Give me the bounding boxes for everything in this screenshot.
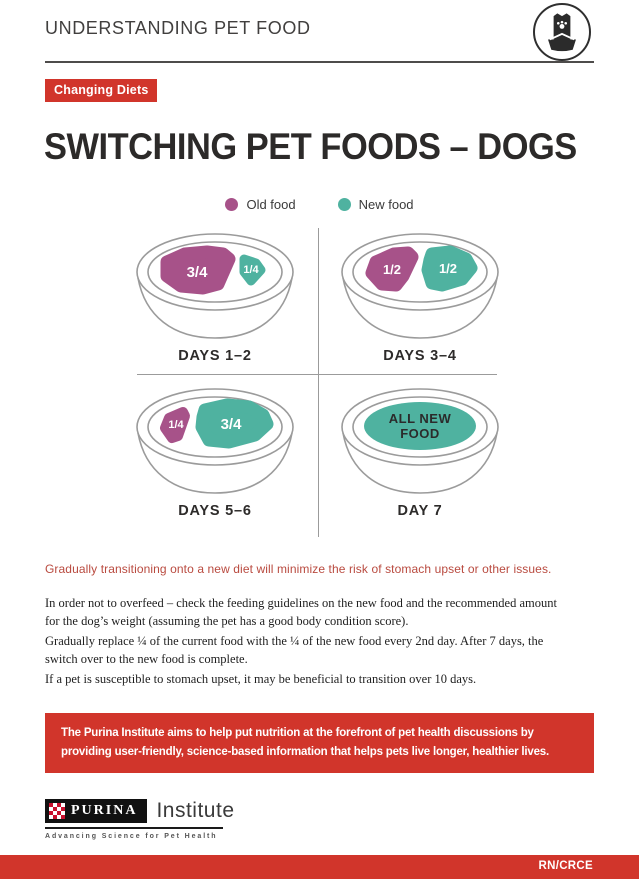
new-food-portion <box>239 254 266 286</box>
new-food-dot-icon <box>337 198 351 211</box>
body-paragraph: Gradually replace ¼ of the current food … <box>45 634 544 667</box>
footer-code: RN/CRCE <box>538 860 593 872</box>
all-new-food-label-line2: FOOD <box>400 426 440 441</box>
bowl-days-3-4: 1/2 1/2 <box>341 233 499 339</box>
old-food-dot-icon <box>225 198 239 211</box>
header-divider <box>45 61 594 63</box>
quadrant-divider-vertical <box>318 228 319 537</box>
pet-food-bag-bowl-icon <box>548 13 576 52</box>
body-paragraph: In order not to overfeed – check the fee… <box>45 596 557 629</box>
page-title: SWITCHING PET FOODS – DOGS <box>44 126 577 167</box>
footer-bar: RN/CRCE <box>0 855 639 879</box>
institute-text: Institute <box>156 799 235 822</box>
bowl-caption-days-1-2: DAYS 1–2 <box>178 348 252 364</box>
body-paragraph: If a pet is susceptible to stomach upset… <box>45 672 477 686</box>
old-food-portion <box>160 245 236 295</box>
legend-item-new-food: New food <box>337 197 414 212</box>
old-fraction-label: 1/4 <box>168 419 184 431</box>
all-new-food-label-line1: ALL NEW <box>389 411 452 426</box>
checkerboard-icon <box>49 803 65 819</box>
purina-wordmark-box: PURINA <box>45 799 148 823</box>
new-fraction-label: 1/2 <box>439 261 457 276</box>
pet-food-icon <box>533 3 591 61</box>
bowl-days-1-2: 3/4 1/4 <box>136 233 294 339</box>
lead-sentence: Gradually transitioning onto a new diet … <box>45 562 552 576</box>
old-food-portion <box>160 407 190 443</box>
old-fraction-label: 1/2 <box>383 262 401 277</box>
legend-item-old-food: Old food <box>225 197 296 212</box>
new-food-portion <box>195 398 274 449</box>
logo-underline <box>45 827 223 829</box>
legend: Old food New food <box>0 197 639 212</box>
page-header-title: UNDERSTANDING PET FOOD <box>45 18 311 38</box>
quadrant-divider-horizontal <box>137 374 497 375</box>
mission-callout: The Purina Institute aims to help put nu… <box>45 713 594 773</box>
bowl-days-5-6: 1/4 3/4 <box>136 388 294 494</box>
bowl-caption-days-5-6: DAYS 5–6 <box>178 503 252 519</box>
new-fraction-label: 3/4 <box>221 416 243 433</box>
bowl-caption-day-7: DAY 7 <box>397 503 443 519</box>
legend-label-old: Old food <box>246 197 296 212</box>
logo-tagline: Advancing Science for Pet Health <box>45 833 218 840</box>
new-fraction-label: 1/4 <box>243 264 259 276</box>
purina-brand-text: PURINA <box>71 803 138 818</box>
legend-label-new: New food <box>358 197 414 212</box>
purina-institute-logo: PURINA Institute Advancing Science for P… <box>45 799 235 840</box>
old-fraction-label: 3/4 <box>187 264 209 281</box>
bowl-day-7: ALL NEW FOOD <box>341 388 499 494</box>
new-food-portion <box>421 245 478 292</box>
new-food-portion <box>364 402 476 450</box>
old-food-portion <box>365 246 419 292</box>
section-badge: Changing Diets <box>45 79 158 102</box>
bowl-caption-days-3-4: DAYS 3–4 <box>383 348 457 364</box>
